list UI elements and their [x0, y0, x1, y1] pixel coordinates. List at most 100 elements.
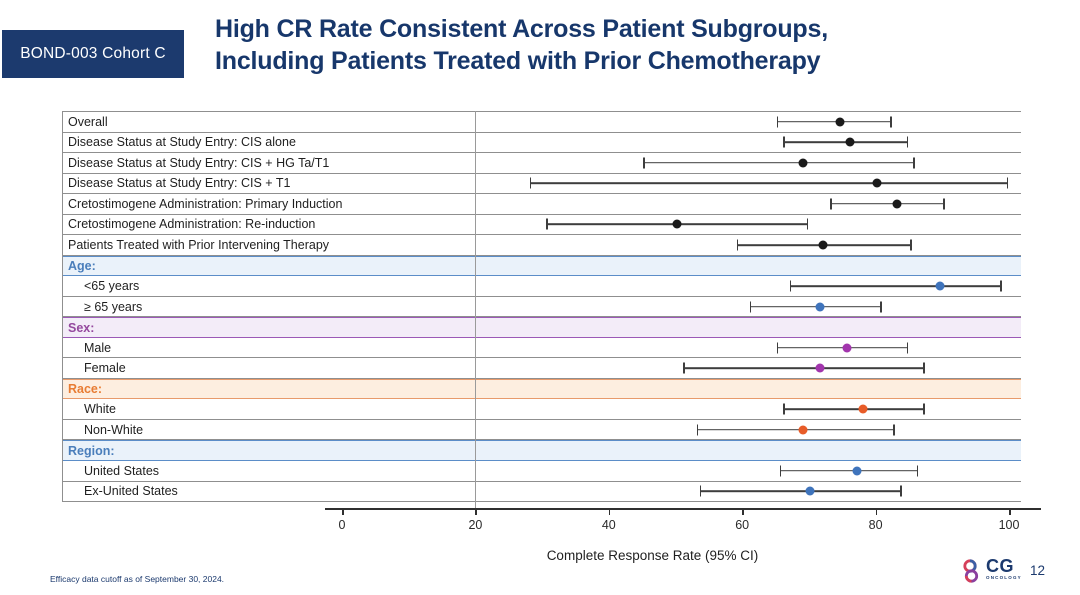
forest-row: Cretostimogene Administration: Re-induct…: [63, 215, 1021, 236]
forest-row: <65 years: [63, 276, 1021, 297]
ci-bar: [783, 141, 907, 144]
x-axis-tick-label: 80: [868, 518, 883, 532]
ci-bar: [829, 203, 944, 205]
point-estimate-dot: [842, 343, 852, 353]
row-label: Ex-United States: [84, 484, 178, 499]
ci-cap: [643, 157, 645, 169]
row-label: Cretostimogene Administration: Primary I…: [68, 196, 343, 211]
point-estimate-dot: [798, 158, 808, 168]
x-axis-tick-label: 100: [998, 518, 1020, 532]
row-label: Race:: [68, 382, 103, 397]
row-label: Sex:: [68, 320, 95, 335]
ci-cap: [779, 465, 782, 477]
point-estimate-dot: [815, 363, 825, 373]
forest-row: Disease Status at Study Entry: CIS + HG …: [63, 153, 1021, 174]
point-estimate-dot: [858, 404, 868, 414]
point-estimate-dot: [872, 178, 882, 188]
ci-cap: [736, 239, 739, 251]
row-label: White: [84, 402, 116, 417]
page-title: High CR Rate Consistent Across Patient S…: [215, 13, 828, 77]
forest-row: ≥ 65 years: [63, 297, 1021, 318]
point-estimate-dot: [935, 281, 945, 291]
logo-texts: CG ONCOLOGY: [986, 557, 1022, 581]
x-axis-tick: [608, 508, 611, 515]
point-estimate-dot: [852, 466, 862, 476]
forest-row: Cretostimogene Administration: Primary I…: [63, 194, 1021, 215]
company-logo: CG ONCOLOGY: [962, 557, 1022, 585]
ci-cap: [906, 342, 909, 354]
ci-cap: [783, 136, 785, 148]
section-row: Sex:: [63, 317, 1021, 338]
section-row: Age:: [63, 255, 1021, 277]
ci-bar: [779, 469, 917, 472]
ci-bar: [783, 408, 924, 410]
ci-bar: [529, 182, 1007, 185]
ci-cap: [916, 465, 919, 477]
x-axis-tick: [1009, 508, 1011, 515]
ci-cap: [783, 403, 785, 415]
ci-bar: [643, 162, 914, 164]
logo-company-name: CG: [986, 556, 1014, 576]
cohort-badge: BOND-003 Cohort C: [2, 30, 184, 78]
ci-cap: [829, 198, 832, 210]
logo-company-sub: ONCOLOGY: [986, 575, 1022, 580]
page-title-line1: High CR Rate Consistent Across Patient S…: [215, 15, 828, 43]
page-title-line2: Including Patients Treated with Prior Ch…: [215, 47, 821, 75]
ci-cap: [776, 116, 779, 128]
point-estimate-dot: [815, 302, 825, 312]
ci-cap: [909, 239, 912, 251]
section-row: Region:: [63, 440, 1021, 461]
row-label: Disease Status at Study Entry: CIS + HG …: [68, 155, 330, 170]
point-estimate-dot: [672, 219, 681, 229]
row-label: Patients Treated with Prior Intervening …: [68, 237, 330, 252]
ci-cap: [696, 424, 699, 436]
ci-cap: [906, 136, 909, 148]
page-number: 12: [1030, 563, 1046, 578]
point-estimate-dot: [805, 486, 815, 496]
x-axis-tick-label: 20: [468, 518, 483, 532]
x-axis-tick: [342, 508, 344, 515]
x-axis-tick: [475, 508, 477, 515]
ci-cap: [683, 362, 685, 374]
ci-cap: [789, 280, 792, 292]
ci-bar: [776, 120, 890, 123]
ci-cap: [923, 362, 925, 374]
ci-cap: [893, 424, 895, 436]
row-label: Overall: [68, 114, 108, 129]
point-estimate-dot: [835, 117, 845, 127]
logo-mark-icon: [963, 559, 979, 583]
forest-row: United States: [63, 461, 1021, 482]
forest-row: Non-White: [63, 420, 1021, 441]
forest-row: Male: [63, 338, 1021, 359]
row-label: Disease Status at Study Entry: CIS alone: [68, 135, 296, 150]
ci-bar: [696, 428, 894, 431]
ci-cap: [923, 403, 925, 415]
point-estimate-dot: [845, 137, 855, 147]
ci-cap: [1006, 177, 1009, 189]
ci-cap: [879, 301, 882, 313]
row-label: Disease Status at Study Entry: CIS + T1: [68, 176, 291, 191]
section-row: Race:: [63, 378, 1021, 400]
ci-cap: [913, 157, 915, 169]
row-label: Non-White: [84, 422, 144, 437]
ci-cap: [943, 198, 945, 210]
ci-cap: [889, 116, 892, 128]
ci-cap: [546, 218, 549, 230]
forest-row: White: [63, 399, 1021, 420]
point-estimate-dot: [798, 425, 808, 435]
x-axis-tick: [742, 508, 744, 515]
ci-cap: [776, 342, 779, 354]
ci-cap: [806, 218, 809, 230]
row-label: United States: [84, 463, 160, 478]
forest-row: Patients Treated with Prior Intervening …: [63, 235, 1021, 256]
ci-cap: [699, 485, 702, 497]
x-axis-tick-label: 60: [735, 518, 750, 532]
forest-row: Ex-United States: [63, 482, 1021, 503]
ci-cap: [749, 301, 752, 313]
row-label: Female: [84, 361, 126, 376]
forest-row: Female: [63, 358, 1021, 379]
ci-bar: [699, 490, 900, 493]
ci-bar: [683, 367, 924, 369]
forest-row: Disease Status at Study Entry: CIS alone: [63, 133, 1021, 154]
row-label: Region:: [68, 443, 115, 458]
